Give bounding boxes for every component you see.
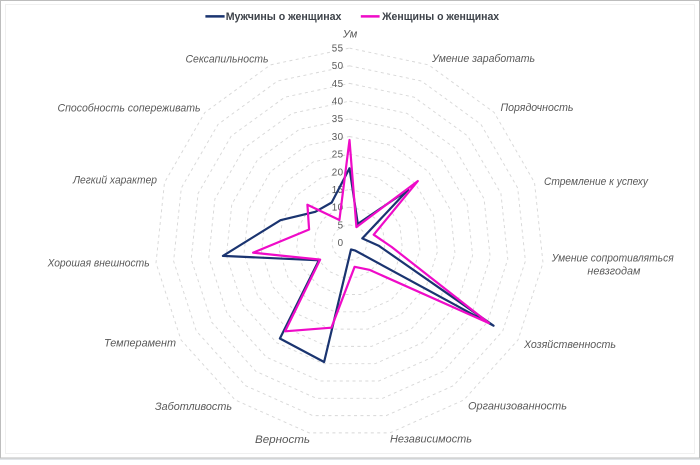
svg-text:Умение заработать: Умение заработать — [431, 53, 535, 65]
svg-text:Сексапильность: Сексапильность — [186, 54, 269, 66]
svg-text:Умение сопротивляться: Умение сопротивляться — [551, 252, 674, 264]
svg-text:Хорошая внешность: Хорошая внешность — [47, 258, 150, 270]
svg-text:Заботливость: Заботливость — [155, 401, 232, 413]
svg-text:Верность: Верность — [255, 434, 310, 446]
svg-text:Ум: Ум — [342, 28, 358, 40]
svg-text:55: 55 — [332, 44, 344, 55]
svg-text:Стремление к успеху: Стремление к успеху — [544, 176, 649, 188]
svg-text:5: 5 — [338, 220, 344, 231]
svg-text:Независимость: Независимость — [390, 434, 472, 446]
svg-text:Способность сопереживать: Способность сопереживать — [58, 103, 201, 115]
svg-text:невзгодам: невзгодам — [587, 266, 640, 278]
svg-text:Женщины о женщинах: Женщины о женщинах — [381, 11, 499, 23]
svg-text:50: 50 — [332, 61, 344, 72]
svg-text:Организованность: Организованность — [468, 401, 567, 413]
svg-text:40: 40 — [332, 97, 344, 108]
svg-text:20: 20 — [332, 167, 344, 178]
svg-text:Легкий характер: Легкий характер — [72, 175, 157, 187]
svg-text:35: 35 — [332, 114, 344, 125]
svg-text:Хозяйственность: Хозяйственность — [523, 339, 616, 351]
svg-text:10: 10 — [332, 203, 344, 214]
svg-text:45: 45 — [332, 79, 344, 90]
svg-text:30: 30 — [332, 132, 344, 143]
svg-text:Темперамент: Темперамент — [104, 338, 176, 350]
svg-text:Мужчины о женщинах: Мужчины о женщинах — [226, 11, 342, 23]
svg-text:Порядочность: Порядочность — [501, 102, 574, 114]
svg-text:0: 0 — [338, 238, 344, 249]
svg-text:25: 25 — [332, 150, 344, 161]
